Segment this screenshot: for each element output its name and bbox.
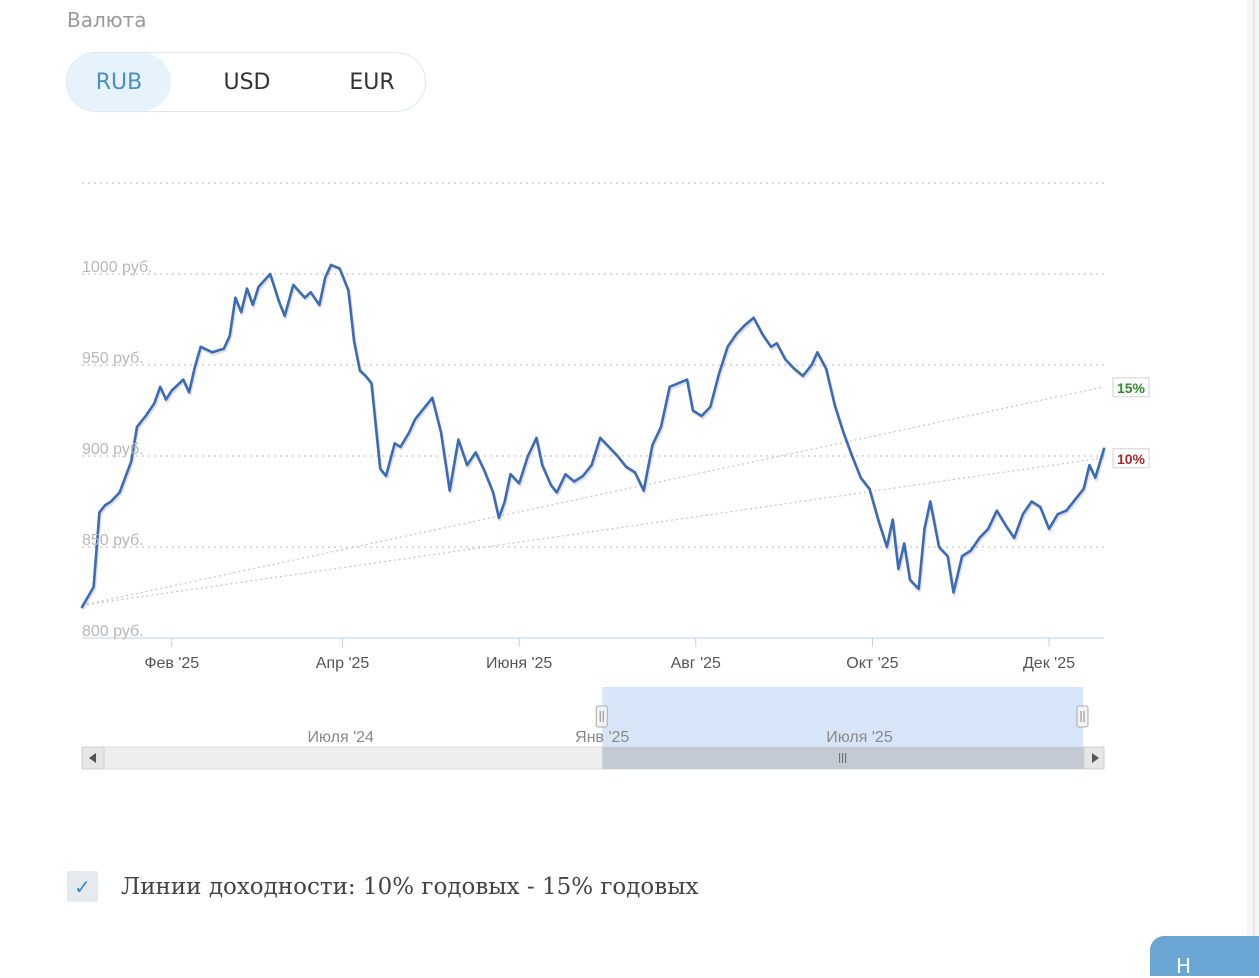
y-tick-label: 950 руб. xyxy=(82,350,144,367)
yield-lines-label: Линии доходности: 10% годовых - 15% годо… xyxy=(121,874,699,900)
navigator-label: Янв '25 xyxy=(575,729,629,746)
y-tick-label: 1000 руб. xyxy=(82,259,153,276)
arrow-left-icon xyxy=(89,753,96,763)
navigator-label: Июля '24 xyxy=(307,729,374,746)
y-tick-label: 850 руб. xyxy=(82,532,144,549)
arrow-right-icon xyxy=(1092,753,1099,763)
currency-eur-button[interactable]: EUR xyxy=(349,69,395,95)
navigator-label: Июля '25 xyxy=(826,729,893,746)
x-tick-label: Фев '25 xyxy=(144,655,199,672)
navigator-scrollbar-thumb xyxy=(602,747,1085,769)
yield-tag-box xyxy=(1112,448,1150,469)
yield-tag-box xyxy=(1112,377,1150,398)
yield-line-10pct xyxy=(81,457,1105,606)
currency-usd-button[interactable]: USD xyxy=(223,69,271,95)
x-tick-label: Дек '25 xyxy=(1023,655,1075,672)
navigator-left-handle xyxy=(595,705,608,728)
yield-line-15pct xyxy=(81,386,1105,606)
price-chart: 800 руб. 850 руб. 900 руб. 950 руб. 1000 руб… xyxy=(80,182,1150,770)
series-line xyxy=(80,263,1106,609)
check-icon: ✓ xyxy=(74,874,91,899)
y-tick-label: 800 руб. xyxy=(82,623,144,640)
series-shadow xyxy=(81,265,1107,610)
navigator-right-handle xyxy=(1076,705,1089,728)
page-scrollbar[interactable] xyxy=(1247,0,1259,964)
currency-rub-button[interactable]: RUB xyxy=(67,53,171,111)
corner-button[interactable]: Н xyxy=(1150,936,1259,978)
yield-tag-label: 10% xyxy=(1117,451,1146,467)
x-tick-label: Окт '25 xyxy=(846,655,898,672)
x-tick-label: Июня '25 xyxy=(486,655,552,672)
x-tick-label: Авг '25 xyxy=(671,655,721,672)
currency-switch: RUB USD EUR xyxy=(66,52,426,112)
currency-label: Валюта xyxy=(67,8,147,32)
yield-lines-checkbox[interactable]: ✓ xyxy=(67,871,98,902)
yield-tag-label: 15% xyxy=(1117,380,1146,396)
navigator-selection xyxy=(602,687,1083,747)
y-tick-label: 900 руб. xyxy=(82,441,144,458)
x-tick-label: Апр '25 xyxy=(316,655,370,672)
